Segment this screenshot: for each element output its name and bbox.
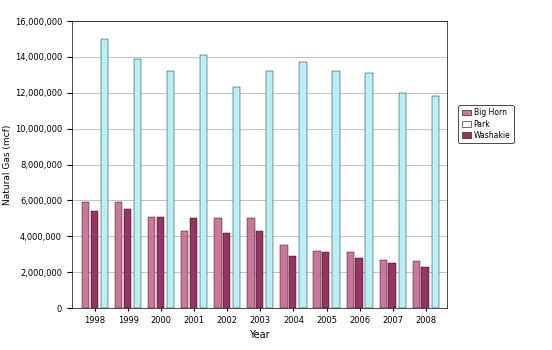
Bar (266, 71, 273, 308)
Bar (157, 217, 164, 308)
Bar (289, 256, 296, 308)
Bar (355, 258, 363, 308)
Bar (388, 263, 396, 308)
Bar (247, 218, 254, 308)
Y-axis label: Natural Gas (mcf): Natural Gas (mcf) (3, 124, 12, 205)
Bar (148, 217, 155, 308)
Bar (314, 251, 321, 308)
Bar (200, 55, 208, 308)
Bar (167, 71, 174, 308)
Bar (347, 252, 354, 308)
Bar (280, 245, 288, 308)
Bar (322, 252, 330, 308)
Bar (399, 93, 406, 308)
Bar (101, 39, 108, 308)
Bar (124, 209, 131, 308)
Bar (91, 211, 98, 308)
Bar (223, 233, 230, 308)
Bar (421, 267, 429, 308)
Bar (134, 59, 141, 308)
Bar (190, 218, 197, 308)
Bar (115, 202, 123, 308)
Legend: Big Horn, Park, Washakie: Big Horn, Park, Washakie (459, 105, 513, 143)
Bar (380, 260, 387, 308)
Bar (432, 96, 439, 308)
Bar (256, 231, 263, 308)
X-axis label: Year: Year (249, 330, 270, 340)
Bar (82, 202, 89, 308)
Bar (332, 71, 339, 308)
Bar (214, 218, 221, 308)
Bar (233, 88, 241, 308)
Bar (365, 73, 373, 308)
Bar (181, 231, 188, 308)
Bar (413, 261, 420, 308)
Bar (299, 62, 306, 308)
